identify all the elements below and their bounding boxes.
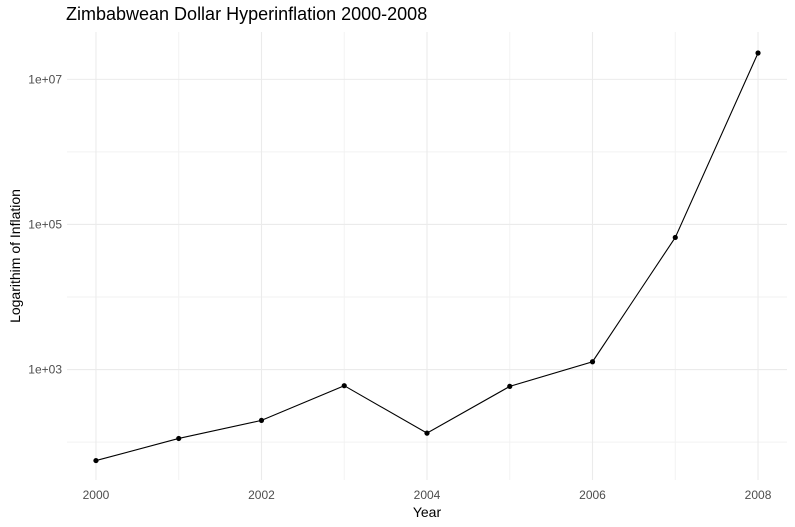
x-axis-title: Year [413,504,442,520]
chart-title: Zimbabwean Dollar Hyperinflation 2000-20… [66,4,428,24]
data-point [755,50,761,56]
data-point [507,383,513,389]
data-point [341,383,347,389]
x-tick-label: 2008 [745,488,772,502]
data-point [258,417,265,424]
series-layer [93,50,761,464]
y-tick-label: 1e+07 [28,72,62,86]
x-tick-label: 2002 [248,488,275,502]
data-point [672,234,678,241]
x-axis-ticks: 2000 2002 2004 2006 2008 [83,488,772,502]
y-axis-ticks: 1e+03 1e+05 1e+07 [28,72,62,376]
x-tick-label: 2006 [579,488,606,502]
y-tick-label: 1e+05 [28,217,62,231]
y-axis-title: Logarithim of Inflation [7,189,23,323]
data-point [176,435,182,442]
x-tick-label: 2004 [414,488,441,502]
major-gridlines [67,32,787,480]
x-tick-label: 2000 [83,488,110,502]
data-point [424,430,430,436]
data-point [589,359,596,365]
data-point [93,457,99,464]
y-tick-label: 1e+03 [28,363,62,377]
